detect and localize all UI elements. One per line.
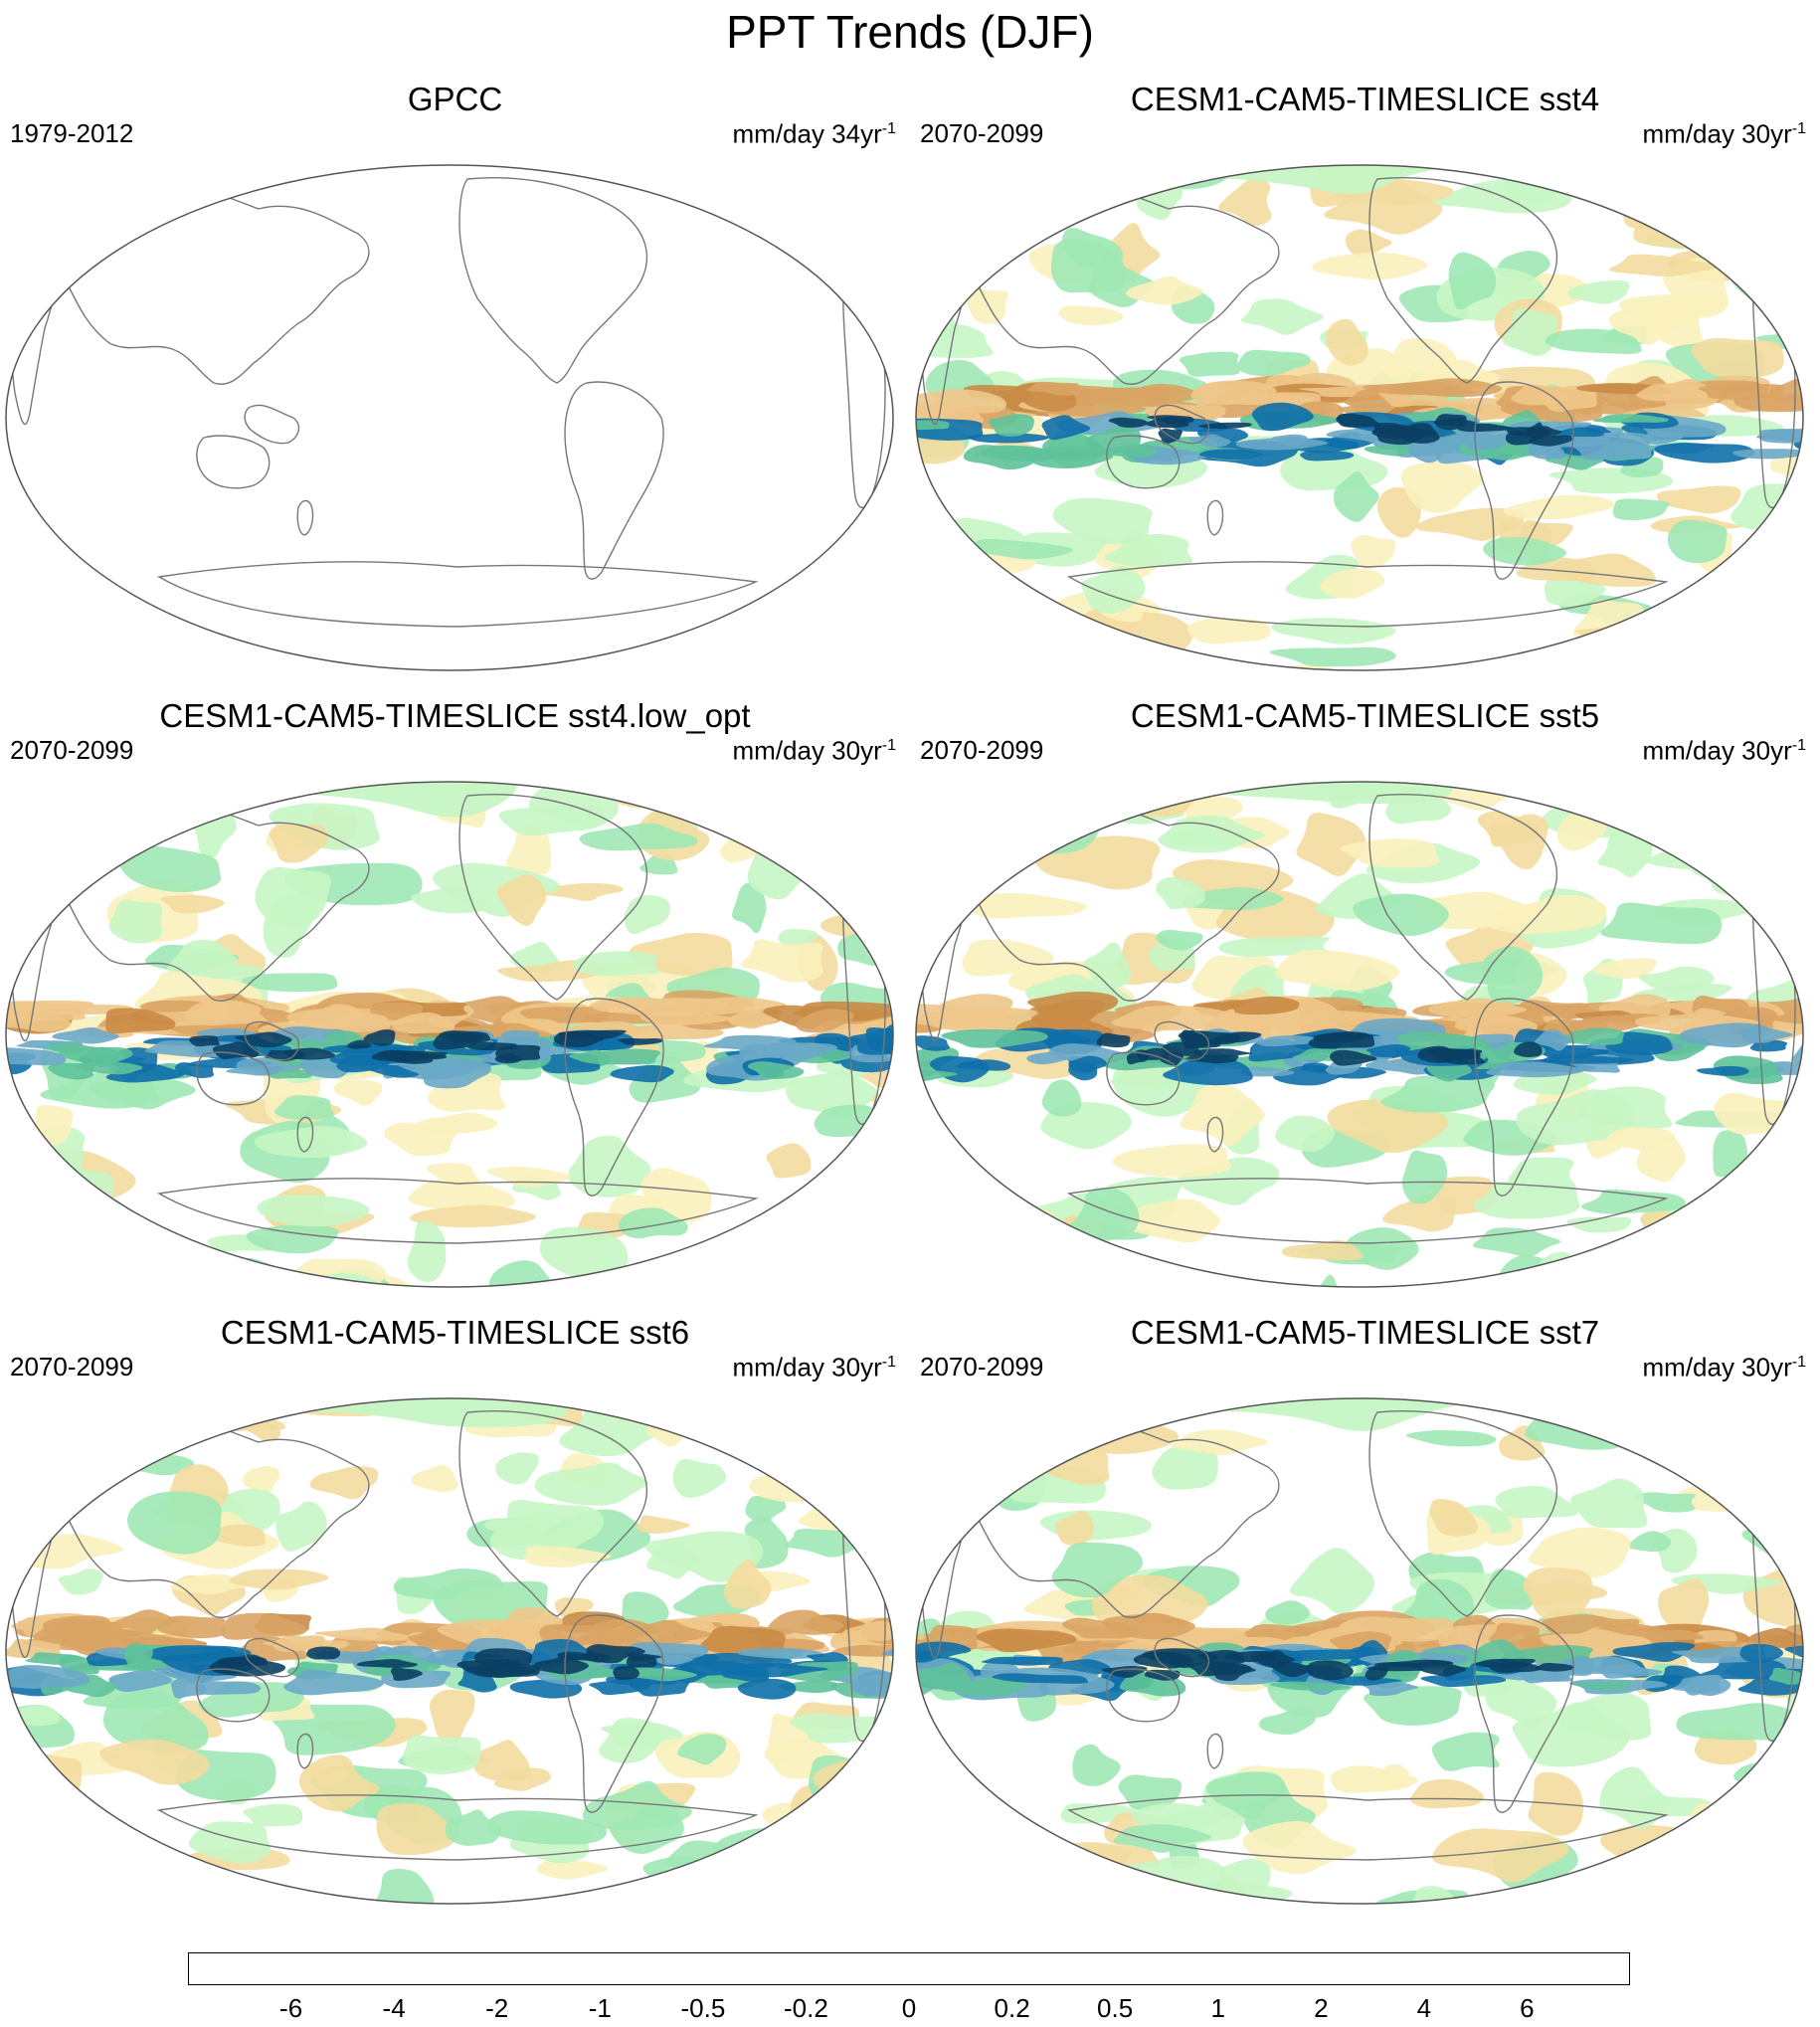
colorbar-tick-label: -0.5 bbox=[680, 1993, 726, 2023]
panel-units: mm/day 30yr-1 bbox=[1642, 1352, 1807, 1382]
map-border bbox=[5, 781, 894, 1288]
figure-title: PPT Trends (DJF) bbox=[726, 6, 1094, 58]
colorbar-tick-label: -1 bbox=[588, 1993, 612, 2023]
precip-trend-field bbox=[916, 165, 1803, 670]
map-panel-sst4: CESM1-CAM5-TIMESLICE sst4 2070-2099 mm/d… bbox=[910, 80, 1820, 696]
robinson-map bbox=[915, 164, 1804, 671]
panel-period: 1979-2012 bbox=[10, 118, 134, 148]
panel-title: CESM1-CAM5-TIMESLICE sst5 bbox=[1130, 697, 1600, 734]
robinson-map bbox=[5, 164, 894, 671]
colorbar bbox=[188, 1952, 1630, 1985]
panel-period: 2070-2099 bbox=[10, 735, 134, 765]
precip-trend-field bbox=[6, 782, 893, 1287]
robinson-map bbox=[915, 781, 1804, 1288]
colorbar-outline bbox=[188, 1952, 1630, 1985]
colorbar-tick-label: 1 bbox=[1210, 1993, 1225, 2023]
robinson-map bbox=[5, 781, 894, 1288]
panel-title: CESM1-CAM5-TIMESLICE sst6 bbox=[220, 1314, 690, 1351]
map-panel-sst7: CESM1-CAM5-TIMESLICE sst7 2070-2099 mm/d… bbox=[910, 1313, 1820, 1930]
map-panel-gpcc: GPCC 1979-2012 mm/day 34yr-1 bbox=[0, 80, 910, 696]
panel-period: 2070-2099 bbox=[920, 118, 1044, 148]
colorbar-tick-label: 2 bbox=[1314, 1993, 1329, 2023]
colorbar-tick-label: 6 bbox=[1520, 1993, 1535, 2023]
precip-trend-field bbox=[916, 782, 1803, 1287]
precip-trend-field bbox=[6, 1398, 893, 1904]
panel-title: CESM1-CAM5-TIMESLICE sst4.low_opt bbox=[159, 697, 751, 734]
panel-period: 2070-2099 bbox=[920, 1352, 1044, 1382]
panel-units: mm/day 30yr-1 bbox=[1642, 735, 1807, 766]
map-border bbox=[915, 164, 1804, 671]
robinson-map bbox=[5, 1397, 894, 1905]
robinson-map bbox=[915, 1397, 1804, 1905]
panel-period: 2070-2099 bbox=[10, 1352, 134, 1382]
map-panel-sst4-low-opt: CESM1-CAM5-TIMESLICE sst4.low_opt 2070-2… bbox=[0, 696, 910, 1313]
panel-title: CESM1-CAM5-TIMESLICE sst4 bbox=[1130, 81, 1600, 117]
colorbar-tick-label: -0.2 bbox=[783, 1993, 828, 2023]
colorbar-tick-label: 0.2 bbox=[994, 1993, 1030, 2023]
panel-title: CESM1-CAM5-TIMESLICE sst7 bbox=[1130, 1314, 1600, 1351]
colorbar-tick-label: -2 bbox=[485, 1993, 509, 2023]
colorbar-swatches bbox=[188, 1952, 1630, 1985]
map-panel-sst6: CESM1-CAM5-TIMESLICE sst6 2070-2099 mm/d… bbox=[0, 1313, 910, 1930]
map-panel-sst5: CESM1-CAM5-TIMESLICE sst5 2070-2099 mm/d… bbox=[910, 696, 1820, 1313]
colorbar-tick-label: -6 bbox=[279, 1993, 303, 2023]
colorbar-tick-label: 0 bbox=[901, 1993, 917, 2023]
map-border bbox=[5, 1397, 894, 1905]
panel-units: mm/day 30yr-1 bbox=[732, 735, 897, 766]
map-border bbox=[915, 781, 1804, 1288]
panel-units: mm/day 34yr-1 bbox=[732, 118, 897, 149]
precip-trend-field bbox=[916, 1398, 1803, 1904]
colorbar-tick-label: 0.5 bbox=[1097, 1993, 1134, 2023]
colorbar-tick-label: 4 bbox=[1416, 1993, 1432, 2023]
map-border bbox=[915, 1397, 1804, 1905]
panel-period: 2070-2099 bbox=[920, 735, 1044, 765]
precip-trend-field bbox=[6, 165, 893, 670]
map-border bbox=[5, 164, 894, 671]
panel-units: mm/day 30yr-1 bbox=[732, 1352, 897, 1382]
colorbar-tick-label: -4 bbox=[382, 1993, 406, 2023]
panel-units: mm/day 30yr-1 bbox=[1642, 118, 1807, 149]
panel-title: GPCC bbox=[407, 81, 503, 117]
